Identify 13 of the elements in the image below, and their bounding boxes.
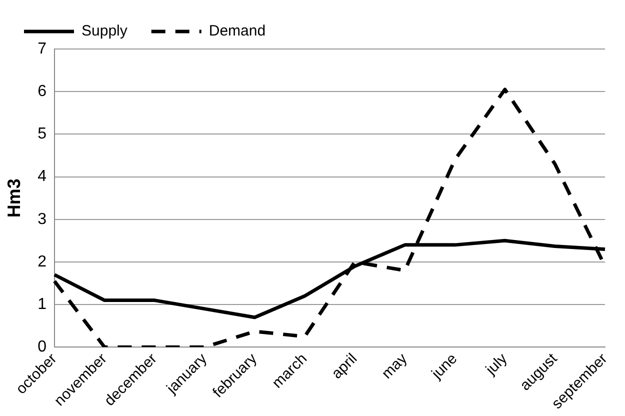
x-tick-label: july [482, 350, 512, 379]
y-tick-label: 5 [38, 126, 47, 143]
y-tick-label: 1 [38, 296, 47, 313]
y-tick-label: 7 [38, 40, 47, 58]
y-tick-label: 6 [38, 83, 47, 100]
y-tick-label: 0 [38, 338, 47, 356]
y-tick-label: 2 [38, 253, 47, 270]
legend-label: Supply [82, 22, 128, 40]
y-tick-label: 4 [38, 168, 47, 186]
y-axis-title: Hm3 [4, 178, 24, 218]
y-tick-label: 3 [38, 210, 47, 228]
x-tick-label: may [378, 350, 411, 382]
legend-label: Demand [208, 22, 266, 40]
